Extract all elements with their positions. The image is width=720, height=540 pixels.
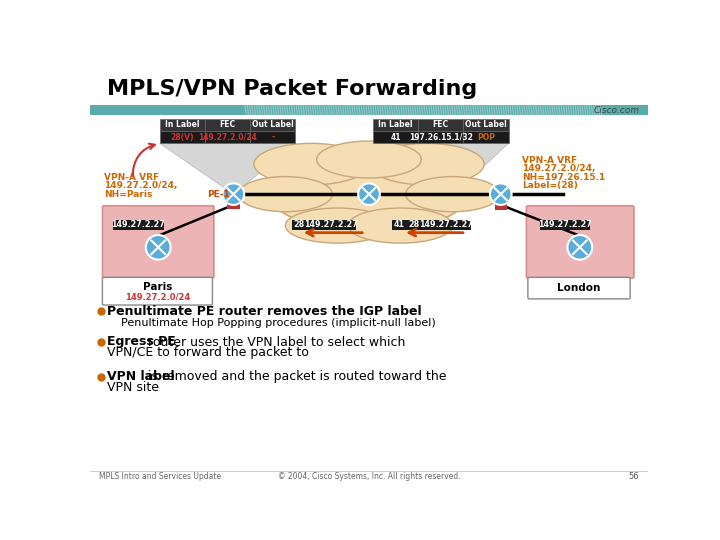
Text: 149.27.2.27: 149.27.2.27 bbox=[112, 220, 166, 230]
Text: FEC: FEC bbox=[433, 120, 449, 130]
Text: Penultimate PE router removes the IGP label: Penultimate PE router removes the IGP la… bbox=[107, 305, 422, 318]
Text: Cisco.com: Cisco.com bbox=[594, 106, 640, 114]
Bar bbox=[250, 131, 295, 143]
Text: London: London bbox=[557, 283, 600, 293]
Text: VPN-A VRF: VPN-A VRF bbox=[523, 156, 577, 165]
Bar bbox=[418, 119, 463, 131]
Text: In Label: In Label bbox=[165, 120, 199, 130]
Text: 28: 28 bbox=[293, 220, 305, 230]
Bar bbox=[407, 220, 420, 231]
Bar bbox=[160, 131, 205, 143]
Circle shape bbox=[490, 184, 512, 205]
Bar bbox=[113, 220, 163, 231]
Circle shape bbox=[358, 184, 380, 205]
Ellipse shape bbox=[254, 143, 369, 185]
Text: 41: 41 bbox=[390, 133, 401, 141]
Text: 149.27.2.27: 149.27.2.27 bbox=[538, 220, 592, 230]
Text: Penultimate Hop Popping procedures (implicit-null label): Penultimate Hop Popping procedures (impl… bbox=[121, 318, 436, 328]
Text: Label=(28): Label=(28) bbox=[523, 181, 578, 190]
Polygon shape bbox=[160, 143, 295, 194]
Bar bbox=[306, 220, 356, 231]
Bar bbox=[418, 131, 463, 143]
Bar bbox=[228, 189, 240, 209]
FancyBboxPatch shape bbox=[526, 206, 634, 278]
Text: 149.27.2.0/24,: 149.27.2.0/24, bbox=[523, 164, 596, 173]
Ellipse shape bbox=[369, 143, 484, 185]
Bar bbox=[392, 220, 407, 231]
Text: 149.27.2.0/24: 149.27.2.0/24 bbox=[125, 293, 190, 302]
Text: 149.27.2.27: 149.27.2.27 bbox=[304, 220, 358, 230]
Text: router uses the VPN label to select which: router uses the VPN label to select whic… bbox=[145, 335, 406, 348]
Bar bbox=[463, 119, 508, 131]
Text: NH=Paris: NH=Paris bbox=[104, 190, 153, 199]
Text: FEC: FEC bbox=[220, 120, 235, 130]
Text: Egress PE: Egress PE bbox=[107, 335, 176, 348]
Circle shape bbox=[567, 235, 592, 260]
Text: Out Label: Out Label bbox=[465, 120, 507, 130]
Ellipse shape bbox=[317, 141, 421, 178]
FancyBboxPatch shape bbox=[102, 206, 214, 278]
Bar bbox=[495, 190, 507, 210]
Text: MPLS/VPN Packet Forwarding: MPLS/VPN Packet Forwarding bbox=[107, 79, 477, 99]
Text: 149.27.2.0/24: 149.27.2.0/24 bbox=[198, 133, 257, 141]
Text: VPN-A VRF: VPN-A VRF bbox=[104, 173, 159, 181]
Text: NH=197.26.15.1: NH=197.26.15.1 bbox=[523, 173, 606, 181]
FancyBboxPatch shape bbox=[528, 278, 630, 299]
Text: -: - bbox=[271, 133, 274, 141]
Text: Out Label: Out Label bbox=[252, 120, 294, 130]
Polygon shape bbox=[373, 143, 508, 194]
Bar bbox=[250, 119, 295, 131]
Text: VPN label: VPN label bbox=[107, 370, 175, 383]
Text: 56: 56 bbox=[628, 472, 639, 481]
Text: 149.27.2.0/24,: 149.27.2.0/24, bbox=[104, 181, 177, 190]
Text: POP: POP bbox=[477, 133, 495, 141]
Ellipse shape bbox=[238, 177, 333, 212]
Text: In Label: In Label bbox=[378, 120, 413, 130]
Text: 197.26.15.1/32: 197.26.15.1/32 bbox=[409, 133, 472, 141]
Text: 28(V): 28(V) bbox=[171, 133, 194, 141]
Text: is removed and the packet is routed toward the: is removed and the packet is routed towa… bbox=[145, 370, 447, 383]
Bar bbox=[205, 131, 250, 143]
Text: Paris: Paris bbox=[143, 282, 172, 292]
Circle shape bbox=[222, 184, 244, 205]
Bar bbox=[205, 119, 250, 131]
Bar bbox=[90, 105, 648, 115]
Bar bbox=[160, 119, 205, 131]
Bar bbox=[463, 131, 508, 143]
Text: VPN site: VPN site bbox=[107, 381, 159, 394]
Bar bbox=[420, 220, 472, 231]
Ellipse shape bbox=[405, 177, 500, 212]
Ellipse shape bbox=[285, 208, 390, 243]
FancyBboxPatch shape bbox=[102, 278, 212, 305]
Bar bbox=[373, 119, 418, 131]
Bar bbox=[539, 220, 590, 231]
Ellipse shape bbox=[269, 157, 469, 231]
Text: MPLS Intro and Services Update: MPLS Intro and Services Update bbox=[99, 472, 222, 481]
Bar bbox=[373, 131, 418, 143]
Text: VPN/CE to forward the packet to: VPN/CE to forward the packet to bbox=[107, 346, 309, 359]
Circle shape bbox=[145, 235, 171, 260]
Text: PE-1: PE-1 bbox=[207, 190, 230, 199]
Text: © 2004, Cisco Systems, Inc. All rights reserved.: © 2004, Cisco Systems, Inc. All rights r… bbox=[278, 472, 460, 481]
Text: 41: 41 bbox=[394, 220, 405, 230]
Ellipse shape bbox=[348, 208, 453, 243]
Text: 28: 28 bbox=[408, 220, 419, 230]
Bar bbox=[292, 220, 306, 231]
Text: 149.27.2.27: 149.27.2.27 bbox=[419, 220, 473, 230]
